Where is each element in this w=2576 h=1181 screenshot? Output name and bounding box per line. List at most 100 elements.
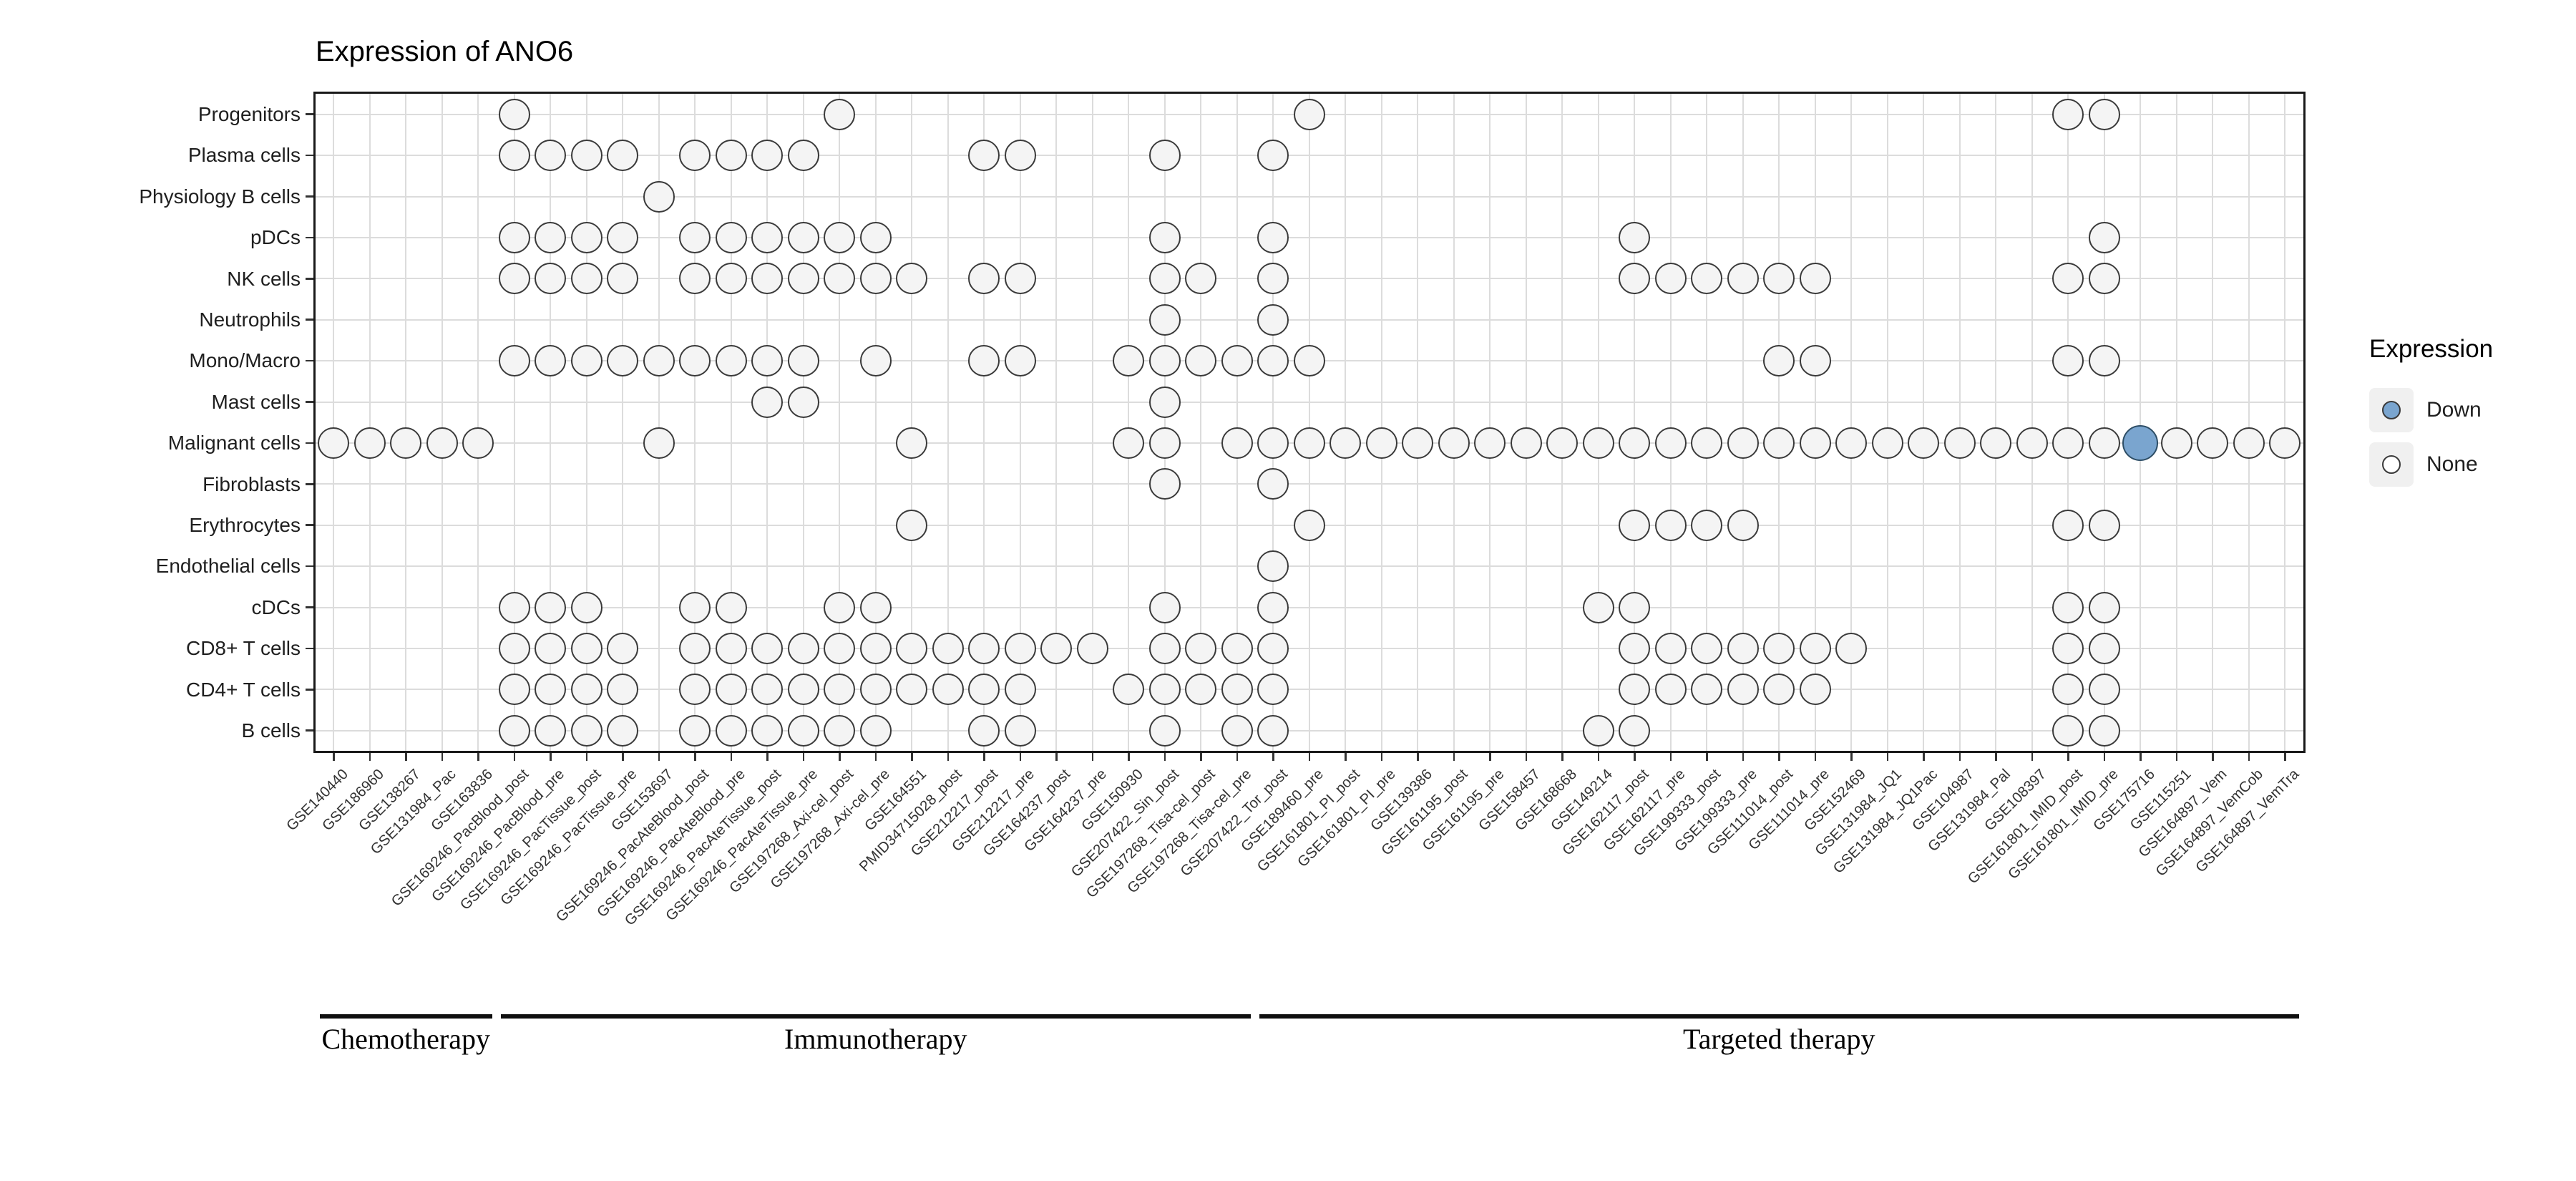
col-label: GSE207422_Tor_post	[1176, 766, 1291, 880]
y-tick	[306, 483, 313, 485]
expression-dot-none	[1148, 345, 1181, 377]
col-label: GSE169246_PacBlood_pre	[429, 766, 568, 905]
expression-dot-none	[1691, 427, 1723, 459]
grid-line-horizontal	[316, 689, 2303, 691]
expression-dot-none	[1691, 263, 1723, 295]
x-tick	[1272, 753, 1274, 762]
x-tick	[1236, 753, 1238, 762]
x-tick	[730, 753, 732, 762]
x-tick	[1597, 753, 1599, 762]
expression-dot-none	[1221, 427, 1253, 459]
expression-dot-none	[787, 263, 819, 295]
expression-dot-none	[1727, 263, 1759, 295]
expression-dot-none	[1221, 345, 1253, 377]
expression-dot-none	[859, 714, 892, 747]
x-tick	[2031, 753, 2033, 762]
x-tick	[585, 753, 587, 762]
grid-line-vertical	[550, 94, 552, 752]
expression-dot-none	[1004, 140, 1036, 172]
expression-dot-none	[1257, 714, 1289, 747]
expression-dot-none	[1691, 509, 1723, 541]
x-tick	[1417, 753, 1419, 762]
expression-dot-none	[679, 632, 711, 664]
expression-dot-none	[1619, 674, 1651, 706]
col-label: GSE150930	[1078, 766, 1146, 835]
expression-dot-none	[679, 345, 711, 377]
x-tick	[1669, 753, 1672, 762]
x-tick	[2248, 753, 2250, 762]
therapy-group-line	[320, 1014, 492, 1019]
grid-line-vertical	[1345, 94, 1347, 752]
expression-dot-none	[1654, 263, 1687, 295]
expression-dot-none	[679, 714, 711, 747]
expression-dot-none	[2160, 427, 2192, 459]
row-label: CD4+ T cells	[185, 678, 301, 701]
grid-line-vertical	[874, 94, 877, 752]
expression-dot-none	[896, 427, 928, 459]
expression-dot-none	[1654, 509, 1687, 541]
expression-dot-none	[679, 140, 711, 172]
expression-dot-none	[2197, 427, 2229, 459]
expression-dot-none	[1257, 674, 1289, 706]
expression-dot-none	[1799, 263, 1831, 295]
expression-dot-none	[824, 98, 856, 130]
expression-dot-none	[607, 140, 639, 172]
expression-dot-none	[1148, 140, 1181, 172]
row-label: NK cells	[227, 267, 301, 290]
grid-line-horizontal	[316, 565, 2303, 568]
expression-dot-none	[1582, 427, 1614, 459]
legend-item-label: None	[2426, 452, 2478, 476]
expression-dot-none	[824, 591, 856, 623]
y-tick	[306, 442, 313, 444]
x-tick	[911, 753, 913, 762]
expression-dot-none	[607, 714, 639, 747]
x-tick	[1706, 753, 1708, 762]
grid-line-vertical	[730, 94, 732, 752]
expression-dot-none	[968, 674, 1000, 706]
expression-dot-none	[787, 140, 819, 172]
expression-dot-none	[679, 591, 711, 623]
expression-dot-none	[787, 221, 819, 253]
grid-line-vertical	[1380, 94, 1382, 752]
grid-line-vertical	[2103, 94, 2105, 752]
row-label: B cells	[241, 719, 301, 742]
y-tick	[306, 113, 313, 115]
expression-dot-none	[787, 632, 819, 664]
col-label: GSE164237_post	[980, 766, 1074, 860]
row-label: CD8+ T cells	[185, 637, 301, 660]
expression-dot-none	[859, 591, 892, 623]
x-tick	[1958, 753, 1961, 762]
expression-dot-none	[607, 632, 639, 664]
expression-dot-none	[353, 427, 386, 459]
x-tick	[2284, 753, 2286, 762]
expression-dot-none	[1727, 509, 1759, 541]
therapy-group-label: Chemotherapy	[321, 1023, 491, 1055]
expression-dot-none	[1619, 221, 1651, 253]
col-label: GSE189460_pre	[1237, 766, 1327, 855]
expression-dot-none	[896, 263, 928, 295]
x-tick	[2103, 753, 2105, 762]
col-label: GSE169246_PacAteTissue_post	[621, 766, 785, 929]
expression-dot-none	[1871, 427, 1903, 459]
expression-dot-none	[570, 632, 602, 664]
col-label: GSE108397	[1981, 766, 2050, 835]
y-tick	[306, 689, 313, 691]
expression-dot-none	[535, 674, 567, 706]
expression-dot-none	[1148, 427, 1181, 459]
grid-line-vertical	[2175, 94, 2177, 752]
expression-dot-none	[570, 221, 602, 253]
col-label: GSE164897_VemCob	[2152, 766, 2267, 880]
therapy-group-line	[1259, 1014, 2299, 1019]
therapy-group-label: Immunotherapy	[784, 1023, 967, 1055]
grid-line-vertical	[1163, 94, 1166, 752]
expression-dot-none	[1185, 263, 1217, 295]
col-label: GSE131984_JQ1	[1812, 766, 1906, 859]
expression-dot-none	[498, 632, 530, 664]
col-label: GSE175716	[2089, 766, 2158, 835]
col-label: GSE186960	[318, 766, 388, 835]
expression-dot-none	[1727, 427, 1759, 459]
expression-dot-none	[1221, 674, 1253, 706]
expression-dot-none	[1004, 345, 1036, 377]
col-label: GSE162117_post	[1558, 766, 1652, 859]
expression-dot-none	[1004, 632, 1036, 664]
